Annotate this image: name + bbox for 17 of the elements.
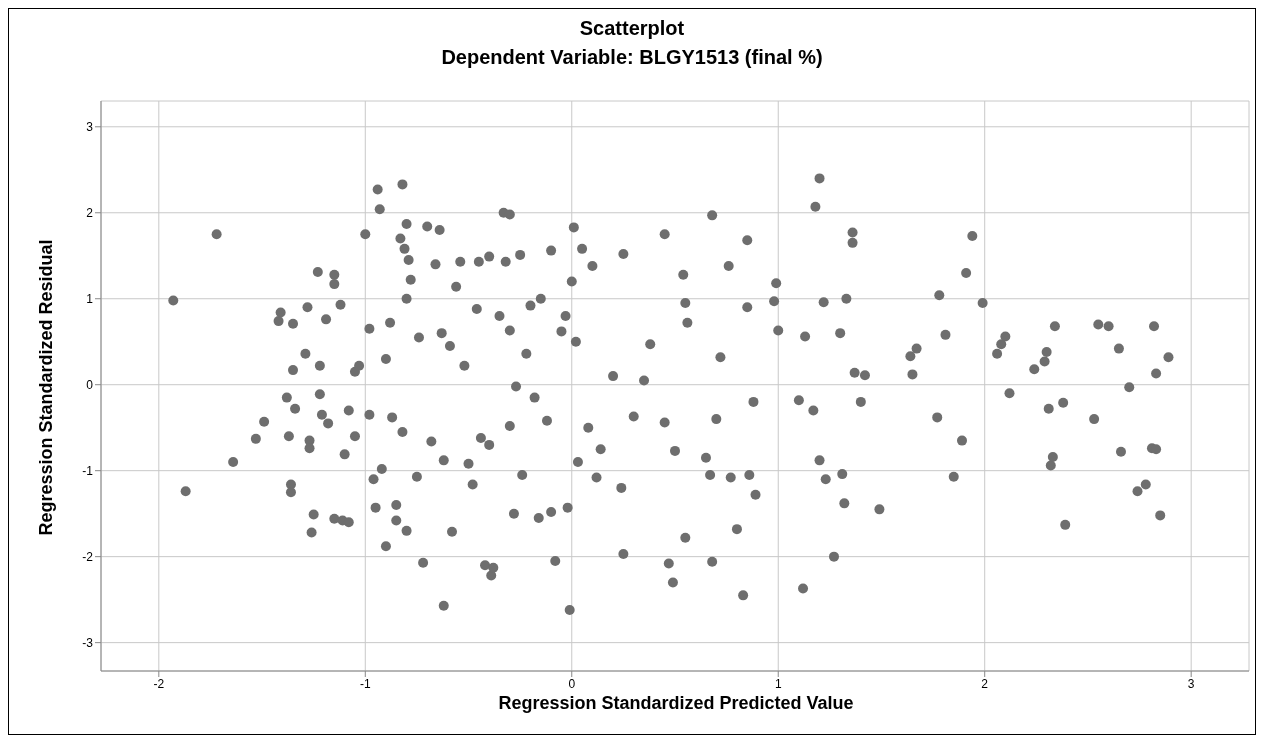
y-tick-label: 1 xyxy=(86,292,94,306)
x-tick-label: 0 xyxy=(568,676,576,691)
y-tick-label: -3 xyxy=(82,635,94,650)
x-axis-title: Regression Standardized Predicted Value xyxy=(497,693,855,714)
chart-subtitle: Dependent Variable: BLGY1513 (final %) xyxy=(440,46,824,69)
y-tick-label: -1 xyxy=(82,463,94,478)
y-tick-label: 0 xyxy=(86,377,94,392)
x-tick-label: 2 xyxy=(981,676,989,691)
chart-title: Scatterplot xyxy=(578,17,686,40)
x-tick-label: -2 xyxy=(153,676,165,691)
y-tick-label: 2 xyxy=(86,206,94,221)
x-tick-label: 1 xyxy=(774,676,782,691)
x-tick-label: -1 xyxy=(359,676,371,691)
y-tick-label: -2 xyxy=(82,549,94,564)
y-axis-title: Regression Standardized Residual xyxy=(35,238,57,536)
x-tick-label: 3 xyxy=(1187,676,1195,691)
y-tick-label: 3 xyxy=(86,120,94,135)
